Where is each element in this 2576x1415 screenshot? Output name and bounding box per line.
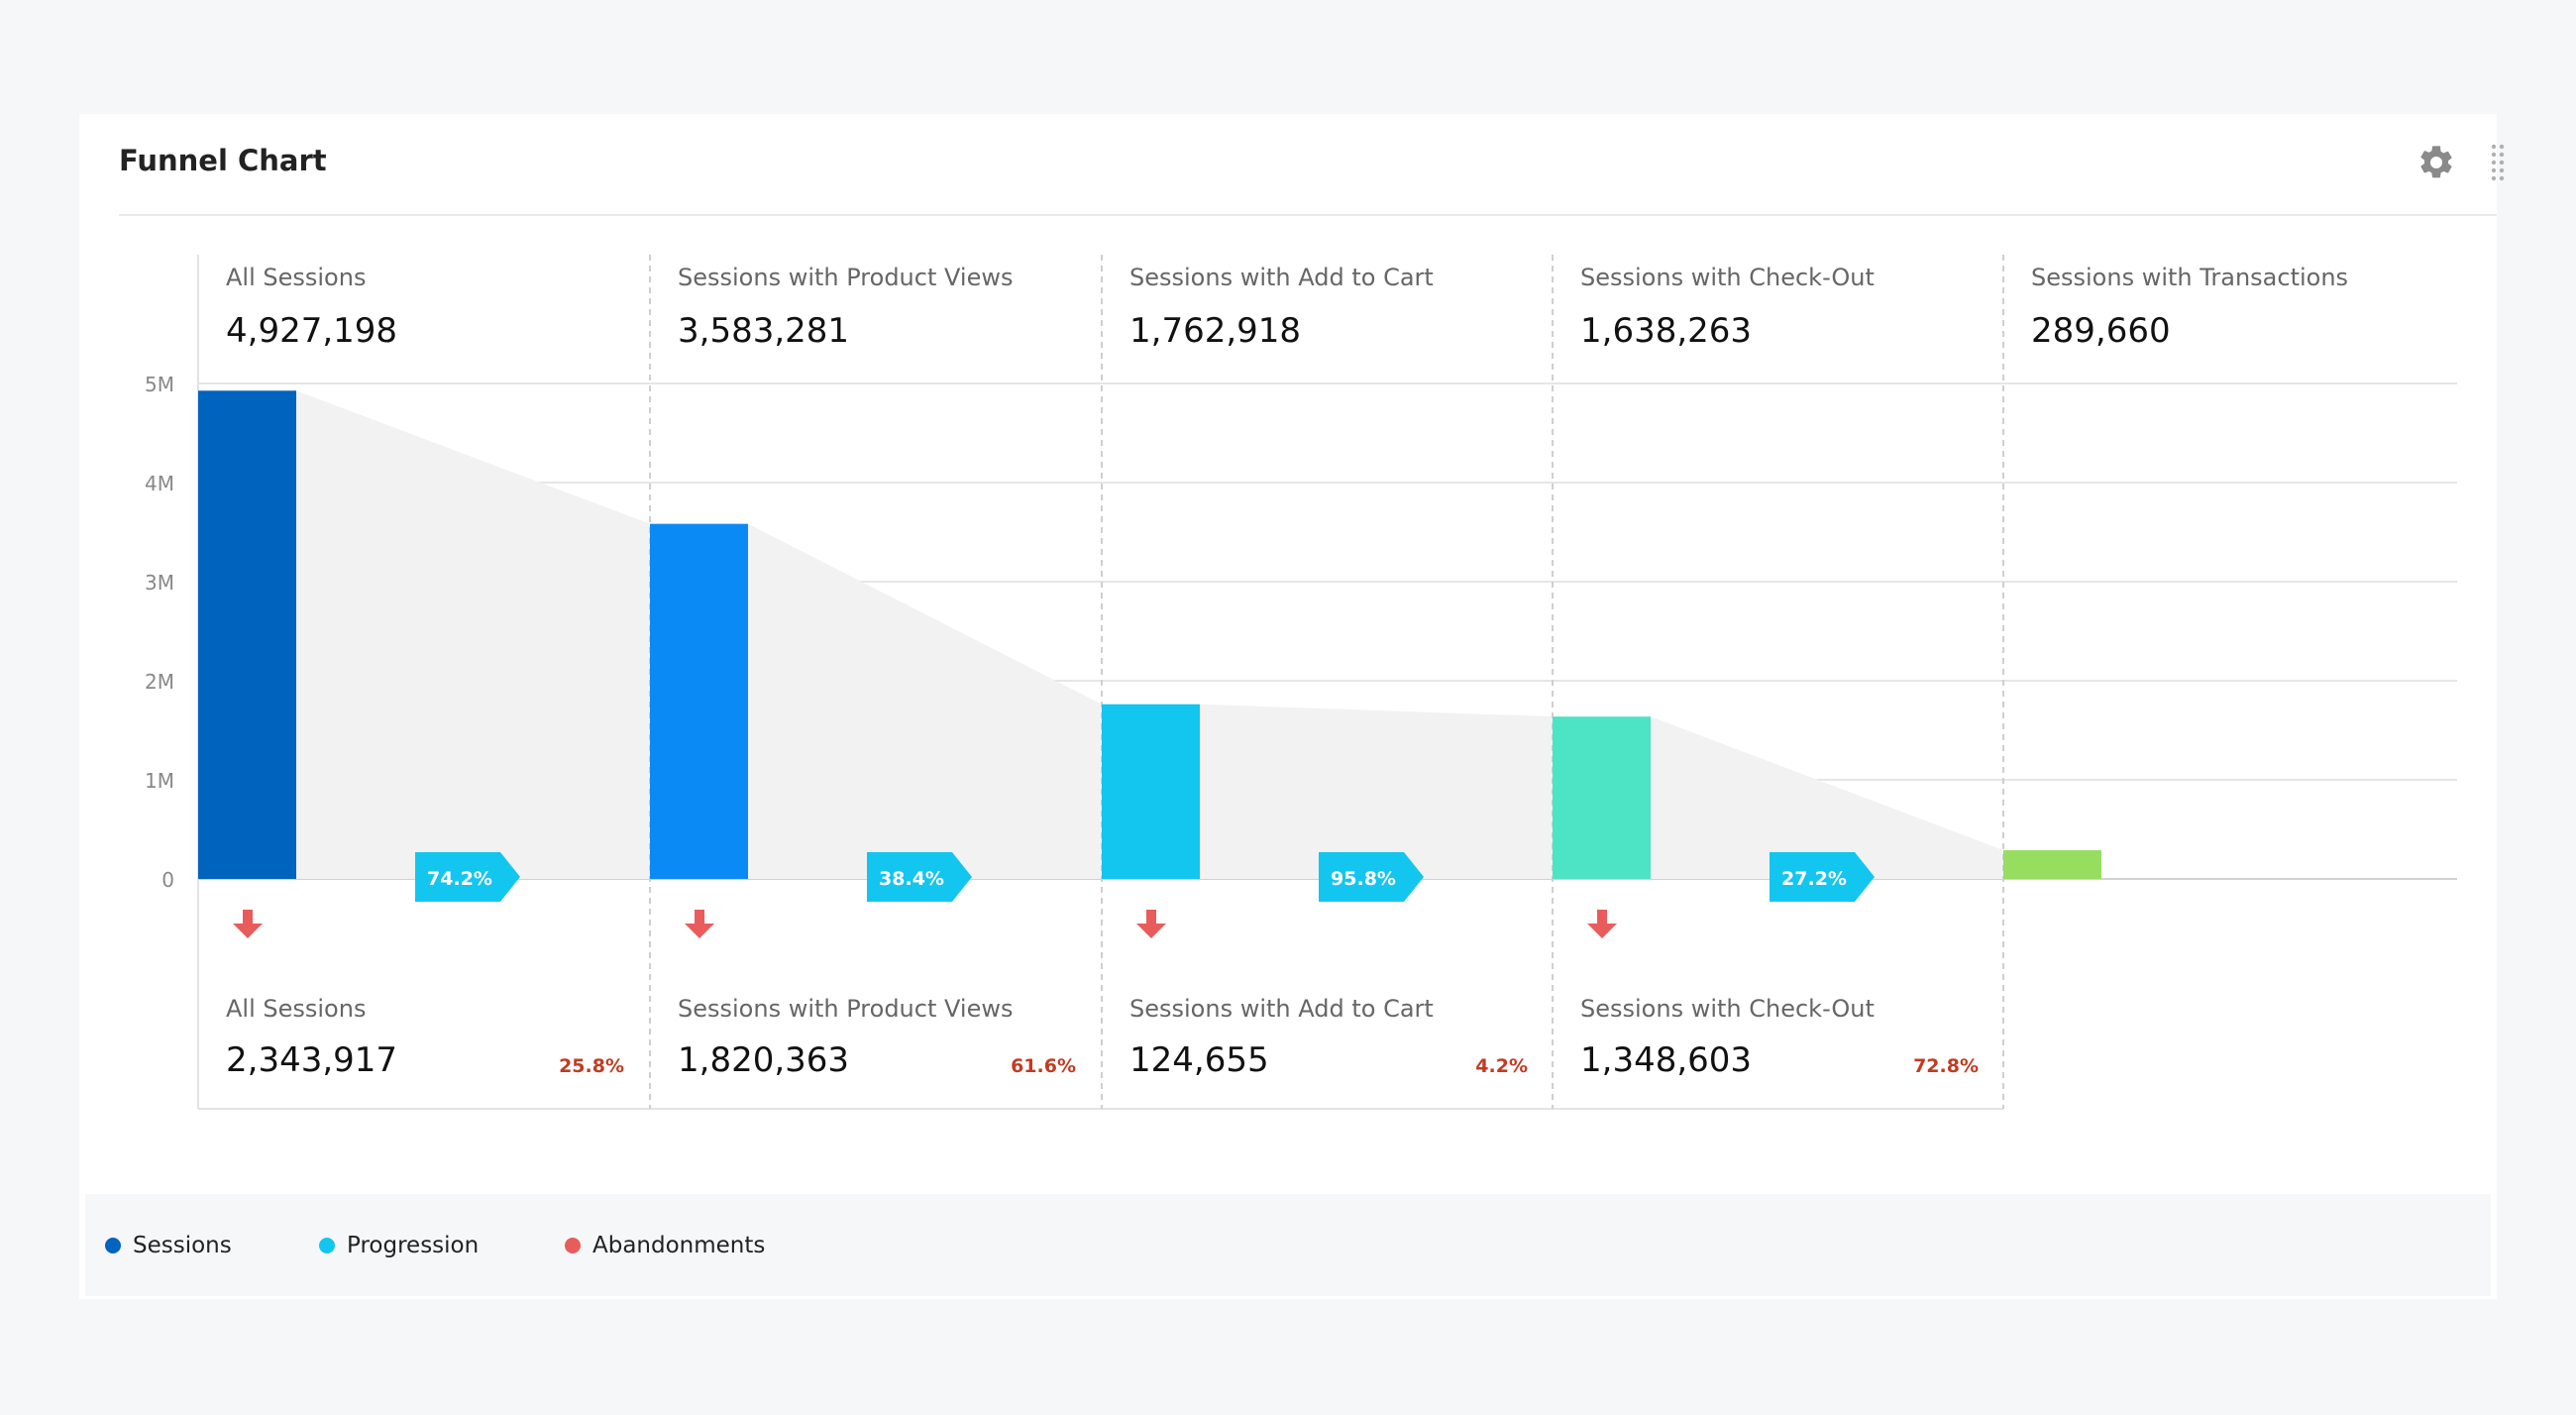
legend-item-progression[interactable]: Progression bbox=[319, 1232, 479, 1259]
arrow-down-icon bbox=[233, 910, 263, 938]
card-header: Funnel Chart bbox=[119, 114, 2505, 216]
funnel-chart-card: Funnel Chart 0 1M 2M 3M 4M 5M All Sessions 4,92… bbox=[79, 114, 2505, 1299]
progression-tag-label: 74.2% bbox=[427, 868, 492, 890]
legend-item-sessions[interactable]: Sessions bbox=[105, 1232, 232, 1259]
abandon-label: Sessions with Product Views bbox=[678, 995, 1013, 1023]
step-label: Sessions with Check-Out bbox=[1580, 264, 1875, 291]
step-label: All Sessions bbox=[226, 264, 366, 291]
progression-tag bbox=[415, 852, 520, 902]
legend-item-abandonments[interactable]: Abandonments bbox=[565, 1232, 765, 1259]
drag-handle-icon[interactable] bbox=[2490, 144, 2506, 183]
bar bbox=[650, 523, 748, 879]
step-value: 1,638,263 bbox=[1580, 311, 1752, 351]
abandon-pct: 4.2% bbox=[1475, 1055, 1528, 1077]
legend-dot-progression bbox=[319, 1238, 335, 1253]
bar bbox=[2003, 850, 2101, 879]
abandon-pct: 61.6% bbox=[1011, 1055, 1076, 1077]
step-label: Sessions with Add to Cart bbox=[1129, 264, 1434, 291]
abandon-pct: 25.8% bbox=[559, 1055, 624, 1077]
legend-label-sessions: Sessions bbox=[133, 1233, 232, 1258]
progression-tag-label: 38.4% bbox=[879, 868, 944, 890]
abandon-label: Sessions with Check-Out bbox=[1580, 995, 1875, 1023]
gear-icon[interactable] bbox=[2416, 143, 2456, 182]
bar bbox=[1553, 716, 1651, 879]
progression-tag bbox=[867, 852, 972, 902]
abandon-pct: 72.8% bbox=[1913, 1055, 1979, 1077]
y-tick-label: 2M bbox=[145, 670, 174, 694]
y-tick-label: 4M bbox=[145, 472, 174, 495]
abandon-value: 2,343,917 bbox=[226, 1040, 397, 1080]
abandon-label: Sessions with Add to Cart bbox=[1129, 995, 1434, 1023]
legend-label-progression: Progression bbox=[347, 1233, 480, 1258]
card-title: Funnel Chart bbox=[119, 144, 327, 177]
step-value: 4,927,198 bbox=[226, 311, 397, 351]
arrow-down-icon bbox=[1587, 910, 1617, 938]
abandon-value: 1,820,363 bbox=[678, 1040, 849, 1080]
step-value: 3,583,281 bbox=[678, 311, 849, 351]
progression-tag bbox=[1770, 852, 1875, 902]
arrow-down-icon bbox=[1136, 910, 1166, 938]
progression-tag bbox=[1319, 852, 1424, 902]
abandon-label: All Sessions bbox=[226, 995, 366, 1023]
progression-tag-label: 95.8% bbox=[1331, 868, 1396, 890]
step-value: 289,660 bbox=[2031, 311, 2171, 351]
step-label: Sessions with Product Views bbox=[678, 264, 1013, 291]
y-tick-label: 3M bbox=[145, 571, 174, 595]
y-tick-label: 1M bbox=[145, 769, 174, 793]
step-value: 1,762,918 bbox=[1129, 311, 1301, 351]
step-label: Sessions with Transactions bbox=[2031, 264, 2348, 291]
y-tick-label: 0 bbox=[161, 868, 174, 892]
legend-dot-sessions bbox=[105, 1238, 121, 1253]
abandon-value: 124,655 bbox=[1129, 1040, 1269, 1080]
bar bbox=[198, 390, 296, 879]
chart-legend: Sessions Progression Abandonments bbox=[85, 1194, 2491, 1296]
funnel-chart: 0 1M 2M 3M 4M 5M All Sessions 4,927,198 Sessions… bbox=[145, 255, 2457, 1110]
arrow-down-icon bbox=[685, 910, 714, 938]
legend-dot-abandonments bbox=[565, 1238, 581, 1253]
abandon-value: 1,348,603 bbox=[1580, 1040, 1752, 1080]
bar bbox=[1102, 704, 1200, 879]
legend-label-abandonments: Abandonments bbox=[592, 1233, 766, 1258]
y-tick-label: 5M bbox=[145, 373, 174, 396]
progression-tag-label: 27.2% bbox=[1781, 868, 1847, 890]
